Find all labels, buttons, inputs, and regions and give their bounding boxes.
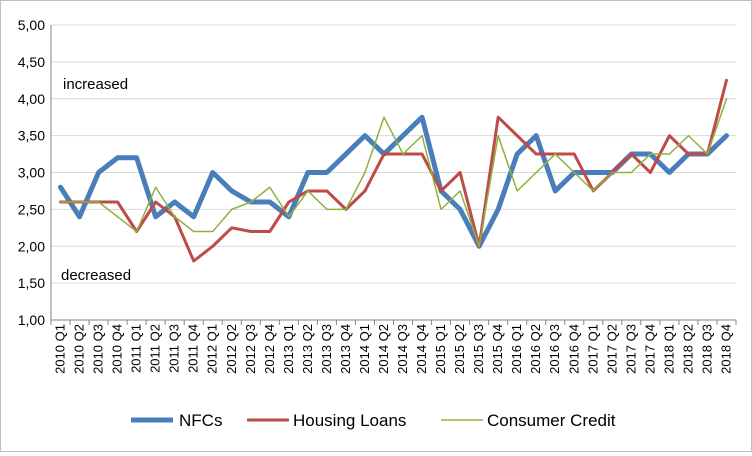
legend-label-nfcs: NFCs [179, 411, 222, 430]
x-tick-label: 2016 Q1 [509, 324, 524, 374]
y-tick-label: 4,50 [18, 54, 45, 70]
y-tick-label: 3,00 [18, 165, 45, 181]
x-tick-label: 2011 Q1 [129, 324, 144, 373]
x-tick-label: 2012 Q4 [262, 324, 277, 374]
x-tick-label: 2011 Q3 [167, 324, 182, 373]
x-tick-label: 2015 Q4 [490, 324, 505, 374]
x-tick-label: 2014 Q1 [357, 324, 372, 374]
x-tick-label: 2010 Q3 [91, 324, 106, 374]
x-tick-label: 2013 Q4 [338, 324, 353, 374]
series-line-housing-loans [59, 78, 728, 263]
y-tick-label: 5,00 [18, 17, 45, 33]
annotation-increased: increased [63, 76, 128, 93]
y-tick-label: 4,00 [18, 91, 45, 107]
x-tick-label: 2017 Q1 [585, 324, 600, 374]
x-tick-label: 2018 Q3 [699, 324, 714, 374]
y-tick-label: 2,00 [18, 238, 45, 254]
x-tick-label: 2015 Q2 [452, 324, 467, 374]
x-tick-label: 2011 Q2 [148, 324, 163, 373]
x-tick-label: 2010 Q4 [110, 324, 125, 374]
x-tick-label: 2013 Q2 [300, 324, 315, 374]
x-tick-label: 2016 Q2 [528, 324, 543, 374]
x-tick-label: 2013 Q3 [319, 324, 334, 374]
series-line-consumer-credit [59, 98, 728, 247]
x-tick-label: 2010 Q1 [53, 324, 68, 374]
y-tick-label: 3,50 [18, 128, 45, 144]
x-tick-label: 2010 Q2 [72, 324, 87, 374]
axes [50, 25, 737, 325]
x-tick-label: 2016 Q3 [547, 324, 562, 374]
x-tick-label: 2018 Q4 [718, 324, 733, 374]
x-tick-label: 2013 Q1 [281, 324, 296, 374]
x-tick-label: 2012 Q1 [205, 324, 220, 374]
x-tick-label: 2015 Q3 [471, 324, 486, 374]
y-axis-ticks: 1,00 1,50 2,00 2,50 3,00 3,50 4,00 4,50 5,00 [18, 17, 45, 328]
legend: NFCs Housing Loans Consumer Credit [131, 411, 616, 430]
x-tick-label: 2017 Q2 [604, 324, 619, 374]
x-tick-label: 2018 Q2 [680, 324, 695, 374]
x-tick-label: 2015 Q1 [433, 324, 448, 374]
x-tick-label: 2017 Q3 [623, 324, 638, 374]
x-tick-label: 2017 Q4 [642, 324, 657, 374]
series-lines [58, 78, 729, 263]
legend-label-housing-loans: Housing Loans [293, 411, 406, 430]
x-tick-label: 2012 Q3 [243, 324, 258, 374]
y-tick-label: 1,50 [18, 275, 45, 291]
x-tick-label: 2011 Q4 [186, 324, 201, 373]
y-tick-label: 1,00 [18, 312, 45, 328]
gridlines [51, 24, 736, 321]
x-tick-label: 2014 Q4 [414, 324, 429, 374]
x-tick-label: 2018 Q1 [661, 324, 676, 374]
x-tick-label: 2012 Q2 [224, 324, 239, 374]
annotation-decreased: decreased [61, 267, 131, 284]
legend-label-consumer-credit: Consumer Credit [487, 411, 616, 430]
y-tick-label: 2,50 [18, 201, 45, 217]
x-tick-label: 2014 Q3 [395, 324, 410, 374]
x-axis-ticks: 2010 Q1 2010 Q2 2010 Q3 2010 Q4 2011 Q1 2011 … [53, 324, 734, 374]
x-tick-label: 2014 Q2 [376, 324, 391, 374]
x-tick-label: 2016 Q4 [566, 324, 581, 374]
